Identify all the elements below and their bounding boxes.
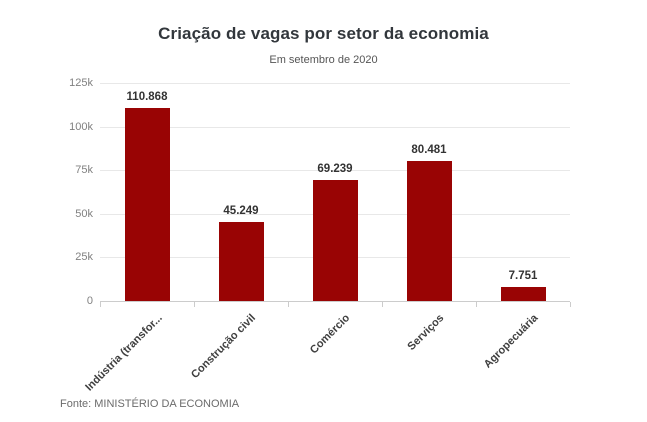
source-note: Fonte: MINISTÉRIO DA ECONOMIA	[60, 398, 240, 410]
bar-value-label: 110.868	[126, 90, 168, 103]
x-axis-tick	[100, 302, 101, 307]
x-axis-line	[100, 301, 570, 302]
bar-value-label: 80.481	[411, 143, 447, 156]
y-axis-tick-label: 100k	[69, 120, 93, 133]
x-axis-tick	[570, 302, 571, 307]
y-axis-tick-label: 25k	[75, 251, 93, 264]
x-axis-category-label: Construção civil	[189, 312, 259, 381]
x-axis-tick	[288, 302, 289, 307]
gridline	[100, 170, 570, 172]
bar[interactable]	[218, 222, 264, 301]
bar-value-label: 69.239	[317, 163, 353, 176]
x-axis-category-label: Comércio	[308, 312, 353, 357]
y-axis-tick-label: 50k	[75, 207, 93, 220]
bar[interactable]	[312, 180, 358, 301]
gridline	[100, 126, 570, 128]
bar-value-label: 7.751	[508, 270, 538, 283]
bar[interactable]	[406, 160, 452, 301]
x-axis-tick	[194, 302, 195, 307]
bar[interactable]	[500, 287, 546, 301]
x-axis-tick	[476, 302, 477, 307]
y-axis-tick-label: 125k	[69, 77, 93, 89]
x-axis-category-label: Agropecuária	[481, 312, 541, 371]
x-axis-tick	[382, 302, 383, 307]
bar-value-label: 45.249	[223, 205, 259, 218]
x-axis-category-label: Indústria (transfor...	[82, 312, 165, 394]
bar[interactable]	[124, 107, 170, 301]
chart-subtitle: Em setembro de 2020	[269, 54, 378, 66]
chart-title: Criação de vagas por setor da economia	[158, 24, 489, 43]
x-axis-category-label: Serviços	[405, 312, 447, 353]
gridline	[100, 83, 570, 84]
y-axis-tick-label: 0	[86, 295, 93, 307]
y-axis-tick-label: 75k	[75, 164, 93, 177]
